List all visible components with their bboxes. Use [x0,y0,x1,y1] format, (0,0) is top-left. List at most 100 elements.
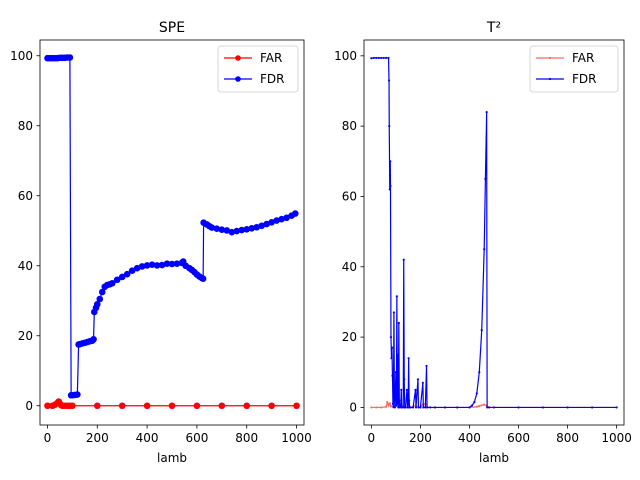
data-point-fdr [389,336,393,339]
data-point-far [478,404,481,408]
data-point-fdr [443,406,447,409]
plot-area [44,54,300,410]
legend-label-fdr: FDR [572,72,596,86]
data-point-far [193,402,201,410]
data-point-fdr [478,371,481,374]
data-point-fdr [74,391,81,398]
y-tick-label: 60 [342,189,357,203]
data-point-fdr [517,406,520,409]
data-point-fdr [223,227,231,234]
data-point-fdr [393,395,396,398]
data-point-far [370,406,373,409]
x-tick-label: 0 [368,431,376,445]
data-point-fdr [425,406,429,409]
data-point-fdr [541,406,545,409]
data-point-fdr [409,406,412,409]
data-point-far [143,402,151,410]
data-point-fdr [380,56,383,60]
data-point-fdr [148,261,156,269]
data-point-far [218,402,226,410]
legend: FAR FDR [529,45,619,93]
data-point-fdr [377,56,380,60]
data-point-fdr [397,321,400,325]
data-point-fdr [199,275,207,283]
data-point-fdr [128,267,136,274]
data-point-fdr [388,174,392,177]
data-point-fdr [405,388,409,391]
data-point-fdr [168,260,176,268]
data-point-fdr [118,273,126,281]
data-point-fdr [388,125,391,128]
data-point-fdr [258,222,265,230]
data-point-fdr [208,224,216,231]
data-point-fdr [615,406,618,409]
data-point-fdr [213,225,221,232]
data-point-fdr [218,226,226,233]
y-tick-label: 0 [25,399,33,413]
data-point-fdr [389,160,392,163]
data-point-fdr [263,220,270,228]
data-point-far [268,402,275,410]
data-point-far [380,406,383,409]
legend: FAR FDR [217,45,299,93]
data-point-fdr [470,404,474,407]
data-point-fdr [382,56,385,60]
data-point-fdr [387,56,390,60]
data-point-fdr [434,406,437,409]
x-tick-label: 0 [44,431,52,445]
data-point-fdr [399,404,402,407]
data-point-far [480,404,483,407]
data-point-fdr [408,399,411,402]
data-point-far [375,406,378,409]
data-point-fdr [391,402,395,406]
data-point-fdr [480,328,483,332]
data-point-fdr [411,406,415,409]
data-point-fdr [475,392,478,395]
plot-area [370,56,618,409]
data-point-fdr [484,177,487,180]
x-tick-label: 600 [185,431,208,445]
data-point-fdr [483,248,486,251]
data-point-fdr [153,262,161,269]
x-axis-label: lamb [157,451,187,465]
legend-label-far: FAR [572,51,594,65]
data-point-fdr [291,210,299,217]
legend-label-fdr: FDR [260,72,284,86]
t2-chart-panel: T² 0 200 400 600 800 1000 0 20 40 60 80 100 lamb FAR FD… [334,20,632,465]
data-point-fdr [468,406,471,409]
data-point-fdr [390,357,393,360]
data-point-fdr [591,406,594,409]
data-point-fdr [395,404,398,407]
data-point-fdr [393,406,397,409]
data-point-fdr [143,262,151,269]
data-point-fdr [388,188,391,191]
data-point-far [387,404,390,407]
y-tick-label: 100 [10,49,33,63]
data-point-fdr [133,264,141,272]
data-point-fdr [163,260,171,267]
data-point-far [386,401,389,404]
data-point-far [384,405,388,408]
data-point-fdr [419,406,422,409]
data-point-fdr [253,223,260,231]
x-tick-label: 200 [409,431,432,445]
data-point-fdr [421,381,424,384]
x-tick-label: 800 [235,431,258,445]
axes-frame [39,39,305,426]
data-point-fdr [273,217,280,224]
data-point-fdr [416,378,420,381]
y-tick-label: 40 [342,260,357,274]
data-point-fdr [404,406,407,409]
data-point-far [243,402,251,410]
legend-box [217,45,299,93]
data-point-fdr [486,406,489,409]
data-point-fdr [422,406,425,409]
data-point-fdr [228,228,236,236]
data-point-fdr [473,401,476,404]
data-point-fdr [485,110,488,114]
data-point-fdr [387,79,391,82]
data-point-fdr [456,406,459,409]
data-point-fdr [400,388,403,391]
